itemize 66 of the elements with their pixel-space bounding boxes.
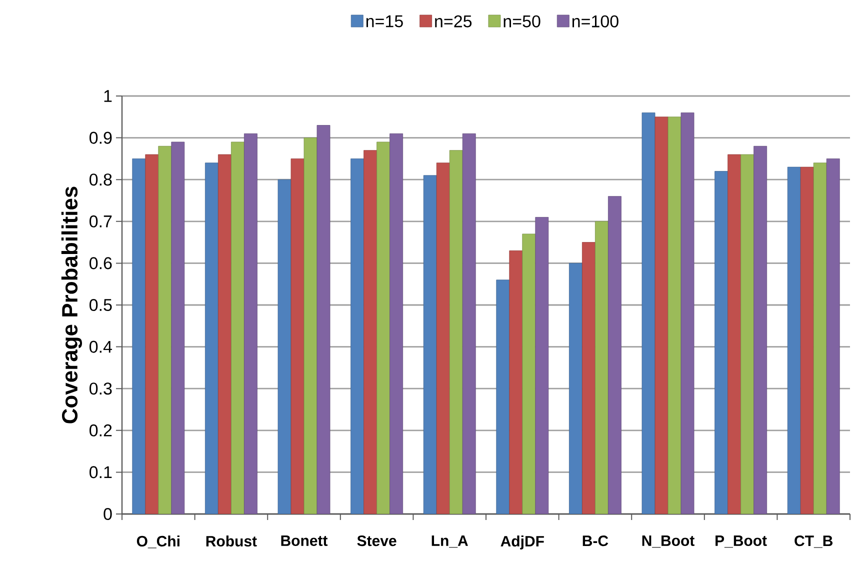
bar [522,234,536,514]
bar [535,217,549,514]
bar [304,138,318,514]
x-tick-label: O_Chi [136,536,180,548]
bar [171,142,185,514]
y-tick-label: 0.4 [90,340,112,353]
x-tick-label: N_Boot [642,536,694,548]
x-tick-label: P_Boot [716,536,767,548]
x-tick-label: CT_B [794,536,833,548]
bar [569,263,582,514]
x-tick-label: Steve [357,536,396,546]
bar [680,112,694,514]
bar [316,125,330,514]
x-tick-label: Robust [206,536,257,547]
x-tick-label: AdjDF [500,536,544,550]
legend-label: n=50 [504,15,540,28]
x-tick-label: Ln_A [432,536,468,548]
bar [390,133,404,514]
bar [278,179,292,514]
bar [595,221,608,514]
y-tick-label: 0.7 [90,215,112,228]
bar [158,146,172,514]
bar [350,158,364,514]
bar [145,154,159,514]
bar [754,146,768,514]
bar [509,250,523,514]
y-tick-label: 0 [104,508,112,520]
bar [290,158,304,514]
bar [218,154,232,514]
bar [582,242,596,514]
bar [608,196,622,514]
bar [376,142,390,514]
bar [364,150,377,514]
bar [449,150,463,514]
bar [714,171,728,514]
bar [132,158,146,514]
y-tick-label: 0.3 [90,382,112,395]
bar [496,280,510,514]
y-tick-label: 0.6 [90,257,112,270]
bar [642,112,656,514]
bar [813,162,827,514]
bar [436,162,450,514]
bar [800,166,814,514]
x-tick-label: B-C [582,536,608,546]
bar [740,154,754,514]
bar [205,162,218,514]
bar [728,154,742,514]
y-tick-label: 0.5 [90,298,112,312]
y-tick-label: 1 [104,90,112,102]
bar [654,116,668,514]
y-tick-label: 0.2 [90,424,112,436]
x-tick-label: Bonett [281,536,328,546]
legend-label: n=100 [572,15,618,28]
bar [462,133,476,514]
legend-label: n=25 [435,15,472,28]
bar [668,116,682,514]
y-tick-label: 0.9 [90,132,112,144]
y-tick-label: 0.1 [90,466,112,478]
legend-label: n=15 [366,15,403,28]
bar [244,133,258,514]
y-tick-label: 0.8 [90,174,112,186]
bar [826,158,840,514]
bar [787,166,801,514]
bar [231,142,244,514]
bar [423,175,437,514]
y-axis-title: Coverage Probabilities [61,186,82,424]
